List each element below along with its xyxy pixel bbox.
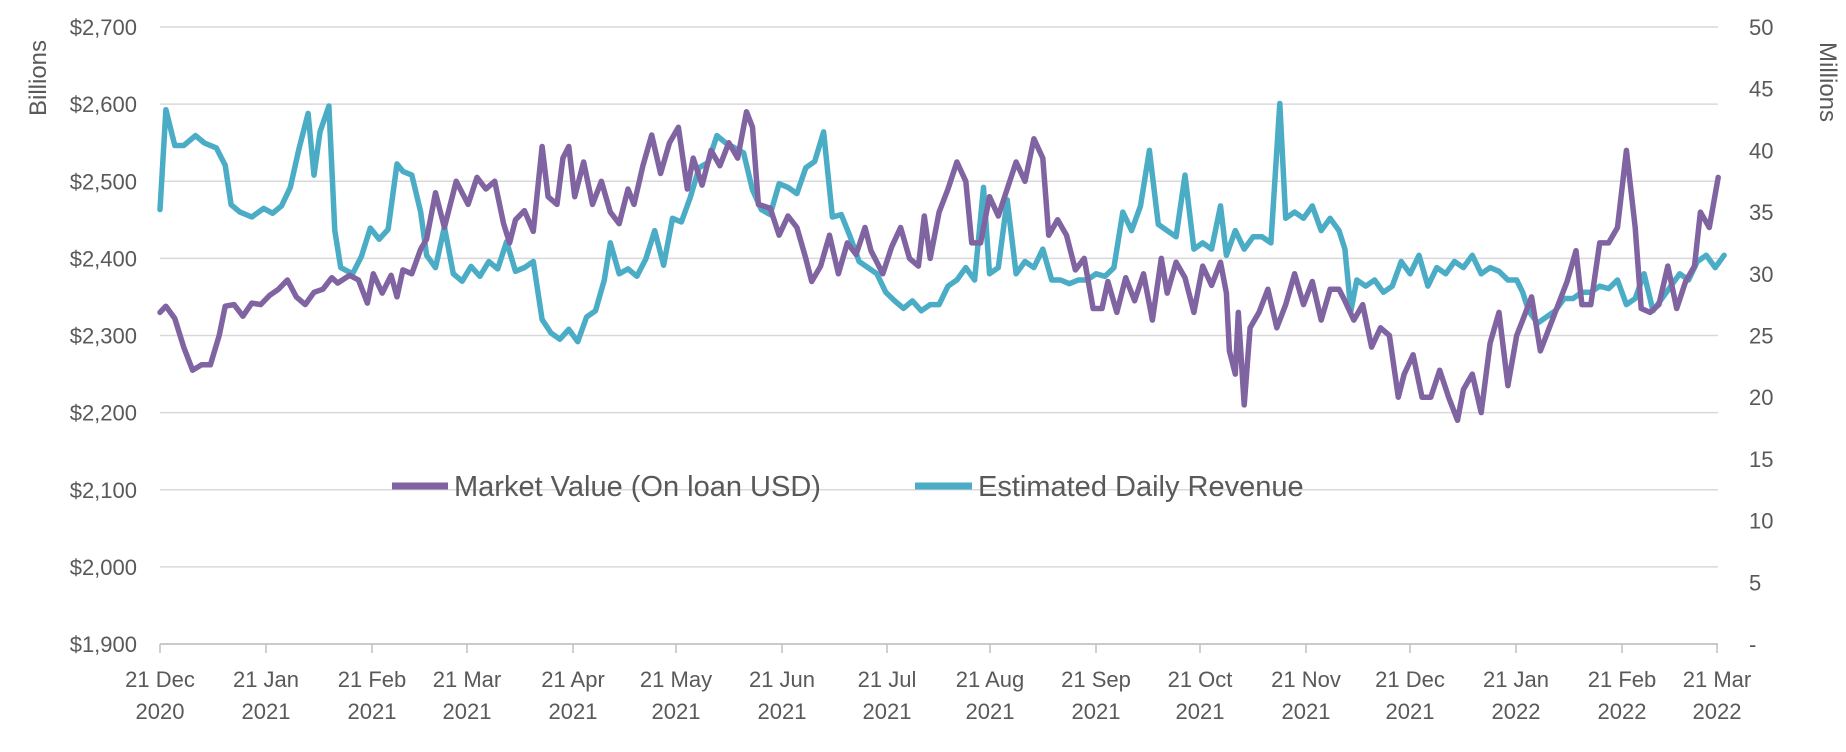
left-tick-label: $2,300 (70, 324, 137, 349)
left-tick-label: $1,900 (70, 632, 137, 657)
left-tick-label: $2,600 (70, 92, 137, 117)
x-tick-label-year: 2022 (1693, 699, 1742, 724)
legend-item-market-value: Market Value (On loan USD) (392, 471, 821, 503)
right-tick-label: - (1749, 632, 1756, 657)
right-tick-label: 50 (1749, 15, 1773, 40)
x-tick-label-day: 21 Feb (338, 667, 407, 692)
x-tick-label-year: 2021 (1072, 699, 1121, 724)
left-tick-label: $2,100 (70, 478, 137, 503)
right-tick-label: 30 (1749, 262, 1773, 287)
series-line-market-value (157, 109, 1721, 424)
right-axis-title: Millions (1814, 42, 1841, 122)
right-tick-label: 25 (1749, 324, 1773, 349)
right-tick-label: 15 (1749, 447, 1773, 472)
legend-item-daily-revenue: Estimated Daily Revenue (915, 471, 1304, 503)
x-axis: 21 Dec 2020 21 Jan 2021 21 Feb 2021 21 Mar 2021… (125, 643, 1751, 724)
x-tick-label-year: 2021 (549, 699, 598, 724)
x-tick-label-year: 2021 (1282, 699, 1331, 724)
x-tick-label-day: 21 Apr (541, 667, 605, 692)
legend-label-daily-revenue: Estimated Daily Revenue (978, 471, 1304, 503)
x-tick-label-day: 21 Dec (125, 667, 195, 692)
left-axis-title: Billions (25, 40, 52, 116)
left-tick-label: $2,400 (70, 246, 137, 271)
x-tick-label-year: 2021 (863, 699, 912, 724)
x-tick-label-year: 2021 (242, 699, 291, 724)
x-tick-label-day: 21 Sep (1061, 667, 1131, 692)
x-tick-label-day: 21 Jul (858, 667, 917, 692)
x-tick-label-year: 2022 (1598, 699, 1647, 724)
x-tick-label-day: 21 Jan (233, 667, 299, 692)
x-tick-label-day: 21 Oct (1168, 667, 1233, 692)
x-tick-label-year: 2021 (966, 699, 1015, 724)
x-tick-label-day: 21 Nov (1271, 667, 1341, 692)
legend-label-market-value: Market Value (On loan USD) (454, 471, 821, 503)
series-lines (157, 100, 1727, 424)
left-tick-label: $2,000 (70, 555, 137, 580)
right-tick-label: 45 (1749, 77, 1773, 102)
x-tick-label-year: 2021 (443, 699, 492, 724)
left-tick-label: $2,500 (70, 169, 137, 194)
right-tick-label: 10 (1749, 509, 1773, 534)
legend: Market Value (On loan USD) Estimated Dai… (392, 471, 1304, 503)
x-tick-label-day: 21 Mar (1683, 667, 1751, 692)
x-tick-label-day: 21 May (640, 667, 712, 692)
x-tick-label-day: 21 Jan (1483, 667, 1549, 692)
left-axis-ticks: $1,900 $2,000 $2,100 $2,200 $2,300 $2,400 $2,5… (70, 15, 137, 657)
right-tick-label: 40 (1749, 138, 1773, 163)
x-tick-label-year: 2021 (1176, 699, 1225, 724)
right-axis-ticks: - 5 10 15 20 25 30 35 40 45 50 (1749, 15, 1773, 657)
right-tick-label: 5 (1749, 570, 1761, 595)
x-tick-label-year: 2021 (348, 699, 397, 724)
x-tick-label-day: 21 Aug (956, 667, 1025, 692)
series-line-daily-revenue (157, 100, 1727, 345)
x-tick-label-year: 2021 (652, 699, 701, 724)
right-tick-label: 20 (1749, 385, 1773, 410)
x-tick-label-year: 2020 (136, 699, 185, 724)
x-tick-label-day: 21 Jun (749, 667, 815, 692)
gridlines (160, 26, 1718, 645)
left-tick-label: $2,200 (70, 401, 137, 426)
right-tick-label: 35 (1749, 200, 1773, 225)
x-tick-label-day: 21 Mar (433, 667, 501, 692)
x-tick-label-year: 2022 (1492, 699, 1541, 724)
x-tick-label-day: 21 Dec (1375, 667, 1445, 692)
x-tick-label-day: 21 Feb (1588, 667, 1657, 692)
x-tick-label-year: 2021 (1386, 699, 1435, 724)
x-tick-label-year: 2021 (758, 699, 807, 724)
left-tick-label: $2,700 (70, 15, 137, 40)
